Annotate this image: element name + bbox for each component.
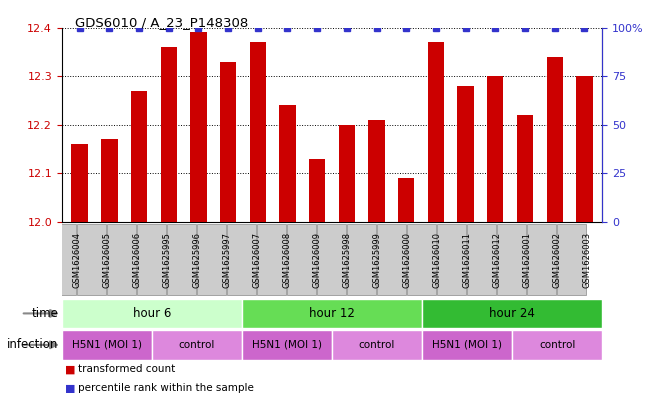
Text: GSM1626008: GSM1626008	[283, 232, 292, 288]
Bar	[517, 115, 533, 222]
Text: GSM1626010: GSM1626010	[432, 232, 441, 288]
Text: GSM1626007: GSM1626007	[253, 232, 262, 288]
Text: control: control	[359, 340, 395, 350]
Bar	[512, 330, 602, 360]
Bar	[487, 76, 503, 222]
Text: ■: ■	[65, 364, 76, 375]
Bar	[422, 299, 602, 328]
Bar	[347, 224, 376, 295]
Bar	[62, 330, 152, 360]
Text: GDS6010 / A_23_P148308: GDS6010 / A_23_P148308	[75, 16, 248, 29]
Text: control: control	[179, 340, 215, 350]
Bar	[72, 144, 88, 222]
Text: hour 24: hour 24	[489, 307, 535, 320]
Bar	[497, 224, 526, 295]
Bar	[407, 224, 436, 295]
Text: GSM1626012: GSM1626012	[493, 232, 502, 288]
Bar	[62, 299, 242, 328]
Text: GSM1625995: GSM1625995	[162, 232, 171, 288]
Text: GSM1626004: GSM1626004	[72, 232, 81, 288]
Bar	[47, 224, 76, 295]
Bar	[197, 224, 226, 295]
Bar	[167, 224, 196, 295]
Text: GSM1626000: GSM1626000	[402, 232, 411, 288]
Text: GSM1625996: GSM1625996	[193, 232, 201, 288]
Bar	[467, 224, 496, 295]
Bar	[227, 224, 256, 295]
Bar	[161, 47, 177, 222]
Text: H5N1 (MOI 1): H5N1 (MOI 1)	[432, 340, 502, 350]
Bar	[107, 224, 136, 295]
Bar	[377, 224, 406, 295]
Text: transformed count: transformed count	[78, 364, 175, 375]
Text: GSM1626002: GSM1626002	[553, 232, 562, 288]
Bar	[249, 42, 266, 222]
Bar	[458, 86, 474, 222]
Bar	[242, 330, 332, 360]
Bar	[137, 224, 166, 295]
Bar	[317, 224, 346, 295]
Text: GSM1625998: GSM1625998	[342, 232, 352, 288]
Bar	[398, 178, 415, 222]
Bar	[131, 91, 147, 222]
Bar	[287, 224, 316, 295]
Bar	[576, 76, 592, 222]
Bar	[428, 42, 444, 222]
Text: hour 6: hour 6	[133, 307, 171, 320]
Bar	[437, 224, 466, 295]
Bar	[546, 57, 563, 222]
Bar	[557, 224, 586, 295]
Text: GSM1626011: GSM1626011	[463, 232, 471, 288]
Bar	[190, 32, 206, 222]
Text: GSM1625997: GSM1625997	[223, 232, 232, 288]
Text: hour 12: hour 12	[309, 307, 355, 320]
Bar	[368, 120, 385, 222]
Bar	[77, 224, 106, 295]
Bar	[527, 224, 556, 295]
Text: infection: infection	[7, 338, 59, 351]
Text: GSM1626006: GSM1626006	[132, 232, 141, 288]
Text: control: control	[539, 340, 575, 350]
Text: GSM1626005: GSM1626005	[102, 232, 111, 288]
Bar	[422, 330, 512, 360]
Bar	[220, 62, 236, 222]
Text: time: time	[32, 307, 59, 320]
Text: H5N1 (MOI 1): H5N1 (MOI 1)	[72, 340, 142, 350]
Bar	[279, 105, 296, 222]
Text: GSM1626003: GSM1626003	[583, 232, 592, 288]
Text: GSM1625999: GSM1625999	[372, 232, 381, 288]
Bar	[242, 299, 422, 328]
Text: GSM1626009: GSM1626009	[312, 232, 322, 288]
Bar	[309, 159, 326, 222]
Bar	[152, 330, 242, 360]
Bar	[101, 140, 118, 222]
Text: GSM1626001: GSM1626001	[523, 232, 532, 288]
Bar	[332, 330, 422, 360]
Text: H5N1 (MOI 1): H5N1 (MOI 1)	[252, 340, 322, 350]
Bar	[339, 125, 355, 222]
Bar	[257, 224, 286, 295]
Text: percentile rank within the sample: percentile rank within the sample	[78, 383, 254, 393]
Text: ■: ■	[65, 383, 76, 393]
